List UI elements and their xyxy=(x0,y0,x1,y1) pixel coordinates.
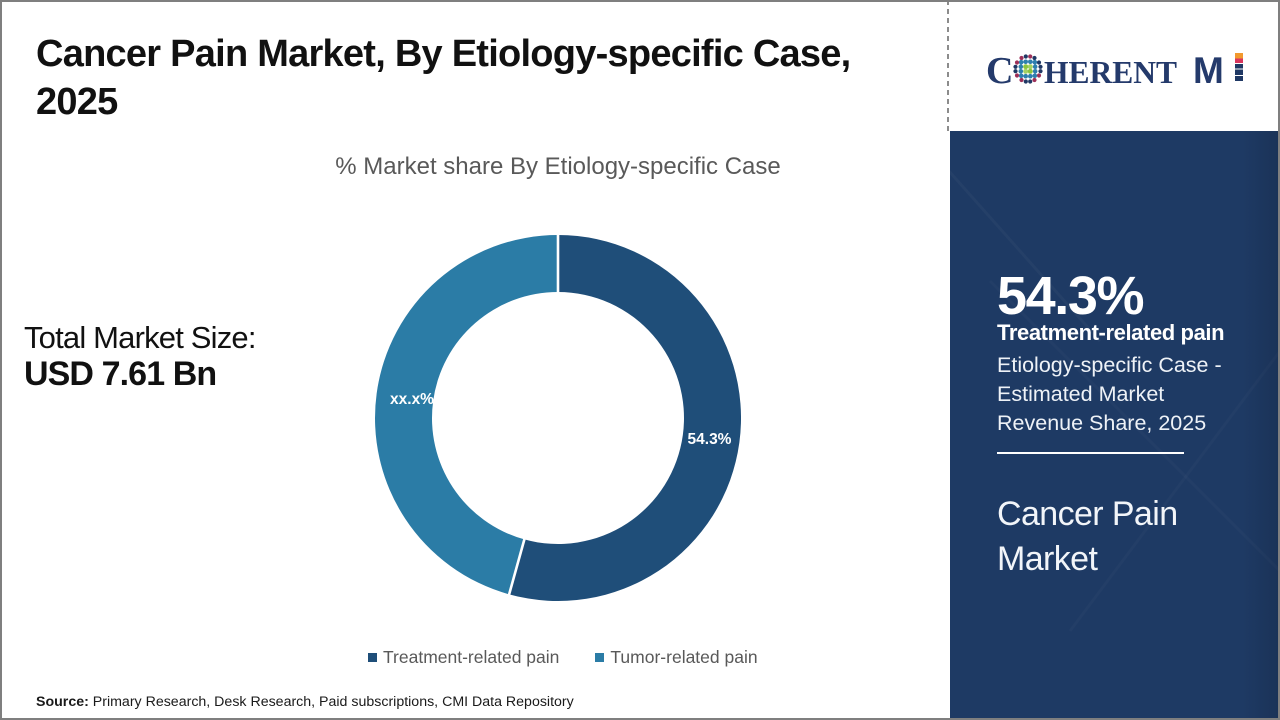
svg-text:54.3%: 54.3% xyxy=(688,431,732,448)
svg-text:M: M xyxy=(1193,50,1224,90)
svg-text:C: C xyxy=(986,50,1013,90)
svg-text:HERENT: HERENT xyxy=(1044,55,1177,90)
svg-text:xx.x%: xx.x% xyxy=(390,391,434,408)
